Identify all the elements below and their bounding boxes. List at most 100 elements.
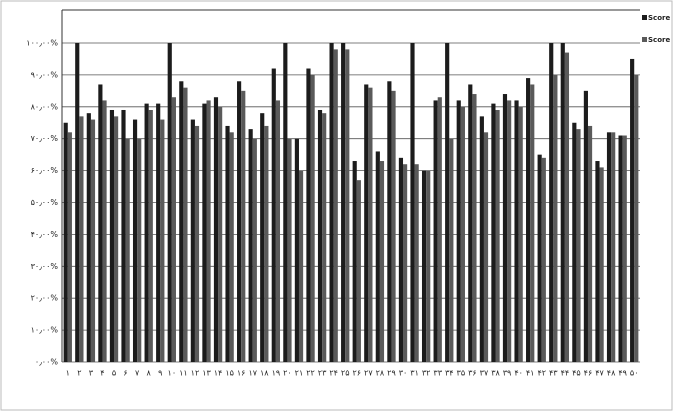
- bar: [283, 43, 288, 362]
- y-tick-label: ۴۰٫۰۰%: [31, 230, 59, 239]
- x-tick-label: ۴۴: [561, 369, 570, 378]
- bar: [549, 43, 554, 362]
- bar: [167, 43, 172, 362]
- bar: [537, 154, 542, 362]
- bar: [595, 161, 600, 362]
- bar: [426, 170, 431, 362]
- x-tick-label: ۱۳: [202, 369, 211, 378]
- x-tick-label: ۱۶: [237, 369, 246, 378]
- bar: [102, 100, 107, 363]
- x-tick-label: ۲۶: [352, 369, 361, 378]
- x-tick-label: ۴۹: [618, 369, 627, 378]
- bar: [310, 74, 315, 363]
- y-tick-label: ۳۰٫۰۰%: [31, 262, 59, 271]
- bar: [483, 132, 489, 362]
- bar: [218, 106, 223, 362]
- x-tick-label: ۱۵: [225, 369, 234, 378]
- x-tick-label: ۳۲: [422, 369, 431, 378]
- bar: [479, 116, 484, 363]
- x-tick-label: ۱۴: [214, 369, 223, 378]
- x-tick-label: ۱۱: [179, 369, 188, 378]
- x-tick-label: ۲۵: [341, 369, 350, 378]
- bar: [237, 81, 242, 362]
- bar: [183, 87, 188, 362]
- bar: [190, 119, 195, 362]
- x-tick-label: ۳۰: [399, 369, 408, 378]
- x-tick-label: ۱۹: [272, 369, 281, 378]
- bar: [572, 122, 577, 362]
- bar: [460, 106, 465, 362]
- bar: [156, 103, 161, 363]
- y-tick-label: ۸۰٫۰۰%: [31, 102, 59, 111]
- x-tick-label: ۴۰: [514, 369, 523, 378]
- x-tick-label: ۳۵: [457, 369, 466, 378]
- x-tick-label: ۲: [77, 369, 81, 378]
- x-tick-label: ۱۰: [168, 369, 177, 378]
- x-tick-label: ۴۲: [537, 369, 546, 378]
- bar: [379, 161, 385, 362]
- bar: [375, 151, 380, 362]
- bar: [622, 135, 627, 362]
- x-tick-label: ۱۷: [248, 369, 257, 378]
- x-tick-label: ۲۸: [376, 369, 385, 378]
- bar: [287, 138, 292, 362]
- bar: [456, 100, 461, 363]
- x-tick-label: ۴۳: [549, 369, 558, 378]
- y-tick-label: ۷۰٫۰۰%: [31, 134, 59, 143]
- bar: [564, 52, 570, 362]
- legend-label: Score DEA-BS: [648, 36, 673, 44]
- bar: [132, 119, 138, 362]
- bar: [495, 109, 500, 363]
- bar: [333, 49, 338, 362]
- bar: [398, 157, 404, 362]
- bar: [433, 100, 438, 363]
- x-tick-label: ۲۹: [387, 369, 396, 378]
- x-tick-label: ۲۴: [329, 369, 338, 378]
- y-tick-label: ۱۰۰٫۰۰%: [26, 39, 58, 48]
- y-tick-label: ۵۰٫۰۰%: [31, 198, 59, 207]
- x-tick-label: ۱: [66, 369, 70, 378]
- bar: [322, 113, 327, 363]
- bar: [403, 164, 408, 362]
- bar: [599, 167, 604, 362]
- x-tick-label: ۵: [112, 369, 116, 378]
- bar: [109, 109, 115, 363]
- legend-swatch: [642, 37, 647, 42]
- x-tick-label: ۲۲: [306, 369, 315, 378]
- x-tick-label: ۲۱: [295, 369, 304, 378]
- x-tick-label: ۳۳: [433, 369, 442, 378]
- bar: [213, 97, 219, 362]
- x-tick-label: ۴۷: [595, 369, 604, 378]
- bar: [252, 138, 257, 362]
- bar: [125, 138, 130, 362]
- x-tick-label: ۲۳: [318, 369, 327, 378]
- x-tick-label: ۴۶: [584, 369, 593, 378]
- x-tick-label: ۸: [147, 369, 152, 378]
- bar: [317, 109, 323, 363]
- x-tick-label: ۳۸: [491, 369, 500, 378]
- bar: [67, 132, 72, 362]
- bar: [606, 132, 612, 362]
- x-tick-label: ۳: [89, 369, 94, 378]
- bar: [391, 90, 396, 362]
- bar: [306, 68, 311, 363]
- bar: [414, 164, 419, 362]
- bar: [576, 129, 581, 362]
- bar: [352, 161, 357, 362]
- x-tick-label: ۴۱: [526, 369, 535, 378]
- bar: [137, 138, 142, 362]
- x-tick-label: ۹: [158, 369, 162, 378]
- bar: [294, 138, 299, 362]
- bar: [421, 170, 427, 362]
- x-tick-label: ۴۸: [607, 369, 616, 378]
- bar: [79, 116, 84, 363]
- bar: [507, 100, 512, 363]
- bar: [86, 113, 91, 363]
- x-tick-label: ۲۷: [364, 369, 373, 378]
- bar: [345, 49, 350, 362]
- bar: [275, 100, 281, 363]
- x-tick-label: ۱۲: [191, 369, 200, 378]
- bar: [491, 103, 496, 363]
- bar: [468, 84, 473, 362]
- x-tick-label: ۳۱: [410, 369, 419, 378]
